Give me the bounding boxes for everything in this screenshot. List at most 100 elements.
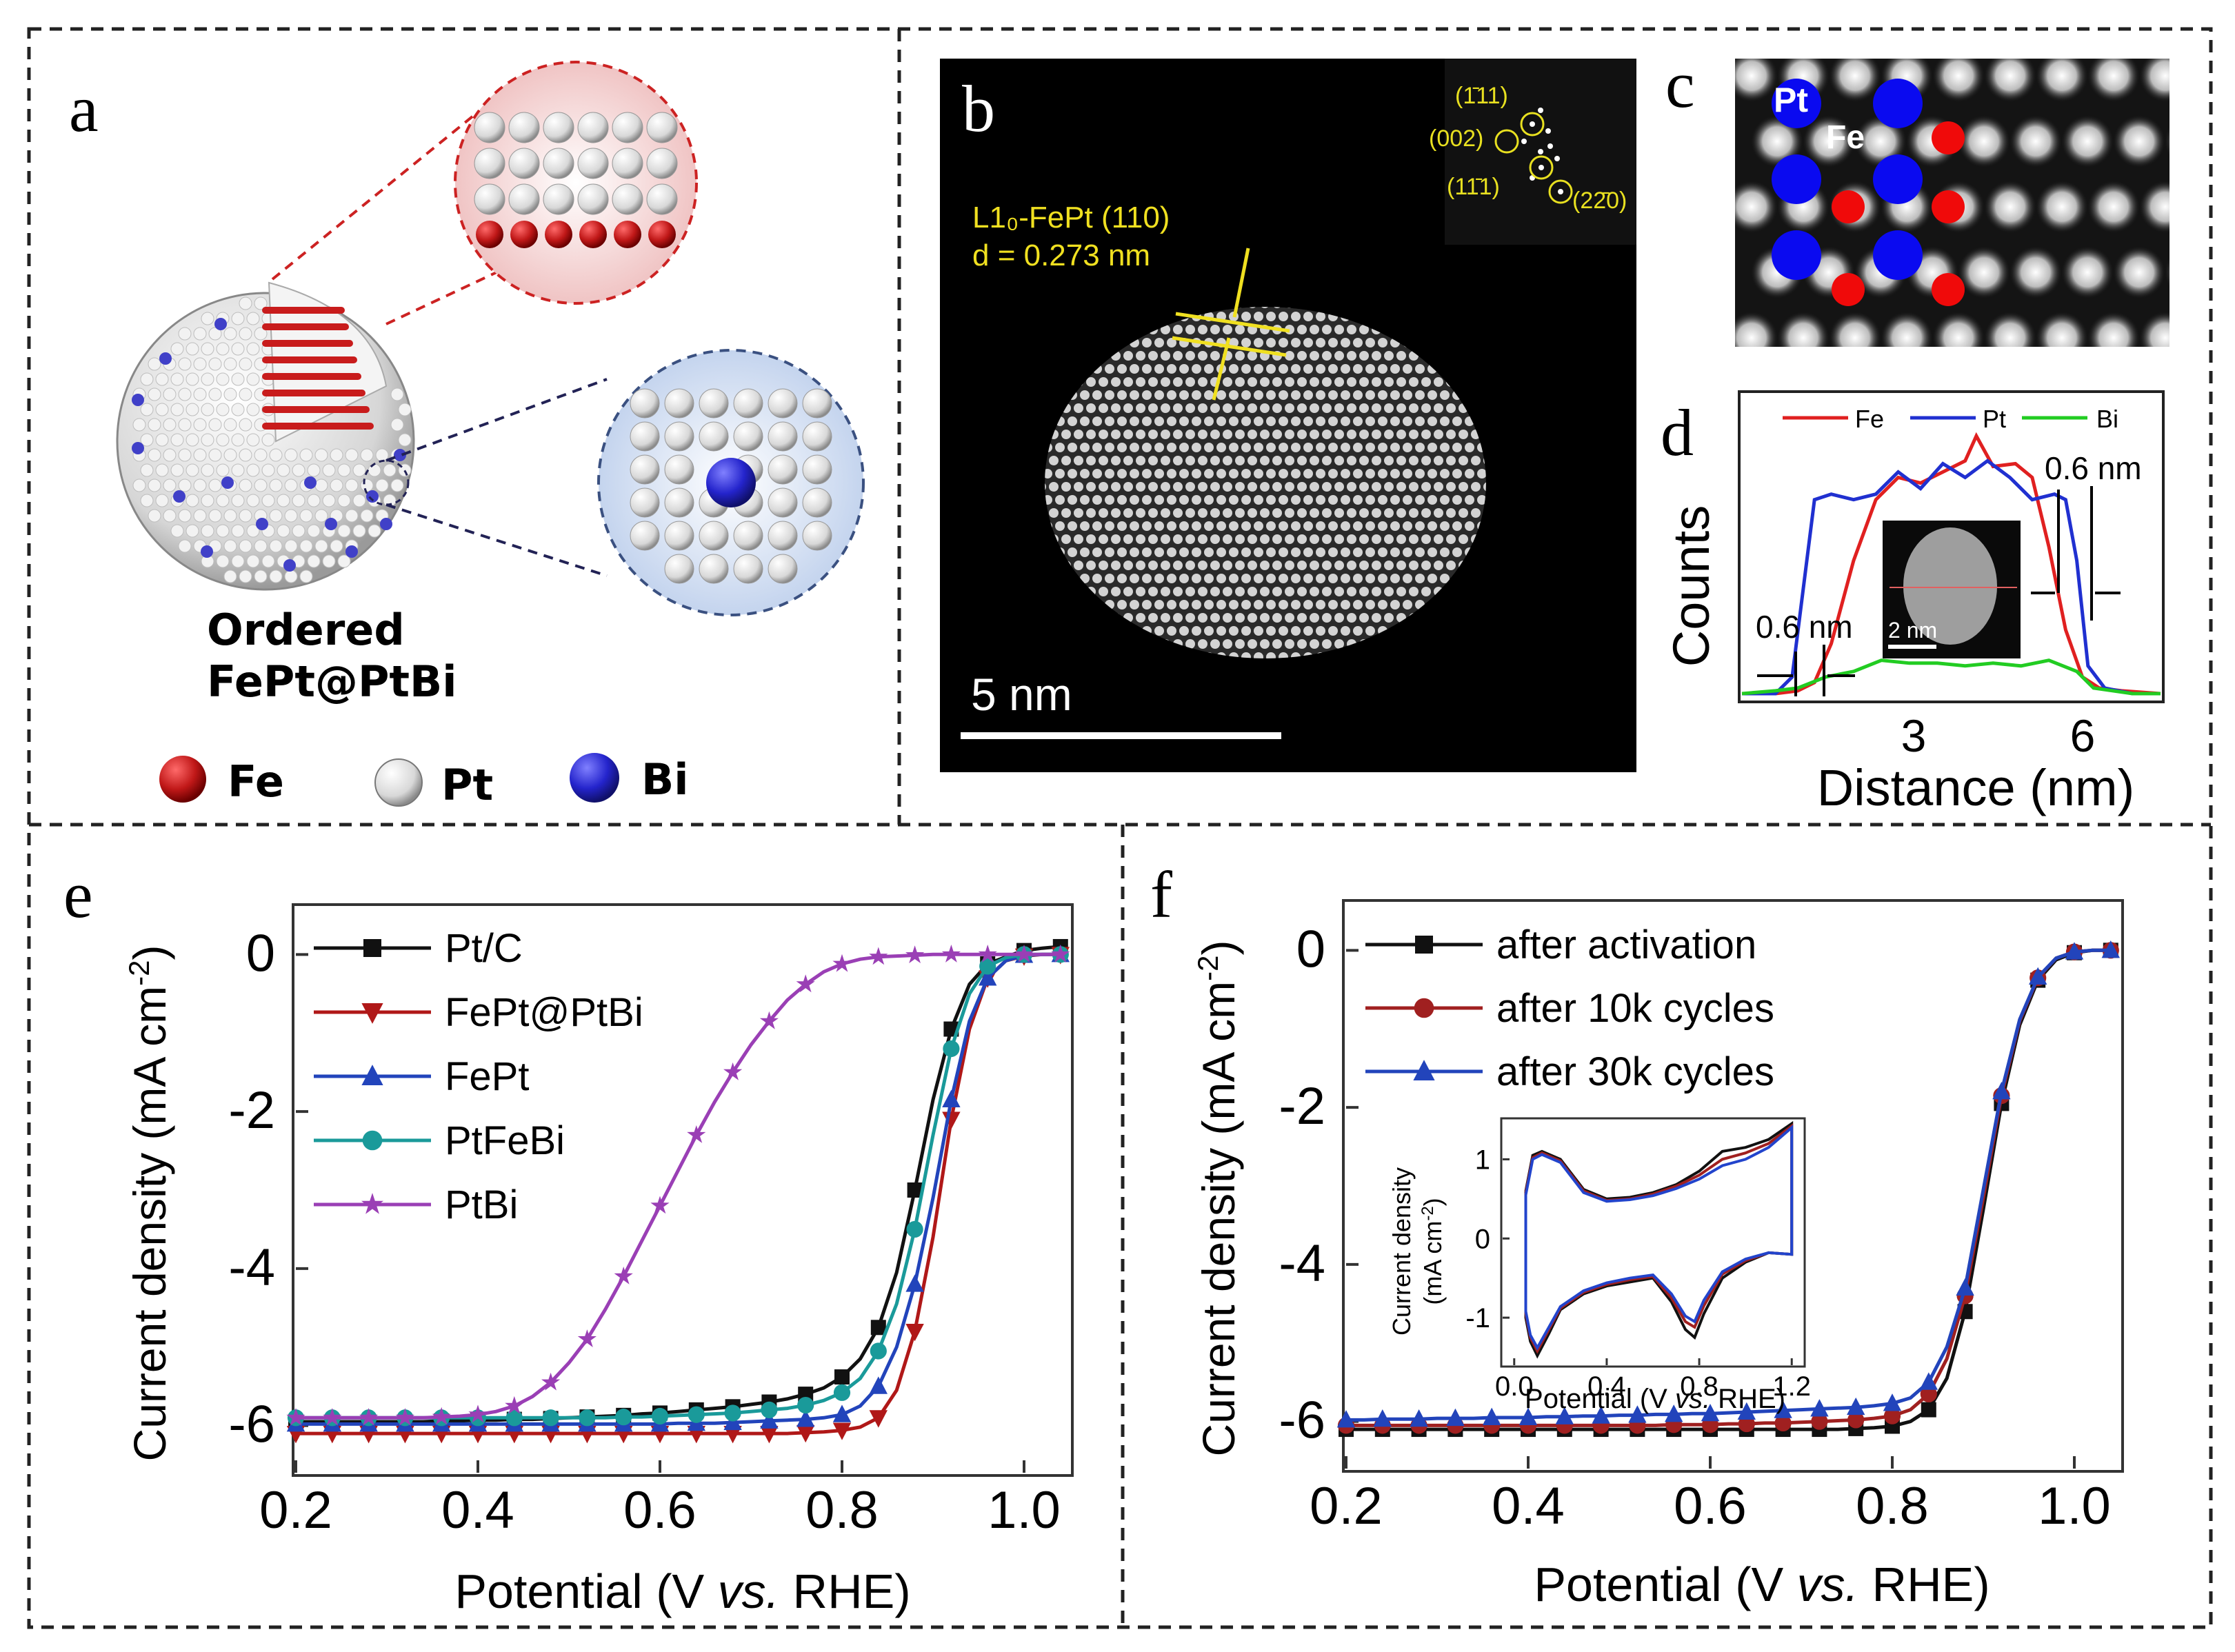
sphere-surface-atoms bbox=[132, 296, 412, 583]
lattice-atom bbox=[1310, 561, 1319, 570]
lattice-atom bbox=[1055, 495, 1065, 505]
lattice-atom bbox=[1235, 639, 1245, 649]
lattice-atom bbox=[1452, 521, 1462, 531]
lattice-atom bbox=[1390, 390, 1400, 400]
panel-d: d Fe Pt Bi 2 nm 0.6 nm 0.6 nm Counts 3 6 bbox=[1661, 390, 2165, 816]
lattice-atom bbox=[1409, 534, 1419, 544]
lattice-atom bbox=[1111, 430, 1121, 439]
lattice-atom bbox=[1086, 403, 1096, 413]
lattice-atom bbox=[1229, 443, 1239, 452]
lattice-atom bbox=[1173, 613, 1183, 623]
sphere-atom bbox=[155, 494, 169, 507]
plot-f-frame bbox=[1342, 899, 2124, 1473]
sphere-atom bbox=[148, 387, 161, 401]
image-atom-column bbox=[2139, 312, 2169, 347]
lattice-atom bbox=[1185, 325, 1195, 334]
lattice-atom bbox=[1334, 613, 1344, 623]
lattice-atom bbox=[1434, 508, 1443, 518]
lattice-atom bbox=[1328, 416, 1338, 426]
lattice-atom bbox=[1192, 626, 1201, 636]
lattice-atom bbox=[1235, 561, 1245, 570]
sphere-atom bbox=[246, 312, 260, 325]
lattice-atom bbox=[1099, 587, 1108, 596]
lattice-atom bbox=[1347, 403, 1356, 413]
lattice-atom bbox=[1185, 639, 1195, 649]
data-point bbox=[1920, 1385, 1937, 1402]
zoom-fe-atom bbox=[476, 221, 503, 248]
lattice-atom bbox=[1198, 403, 1207, 413]
lattice-atom bbox=[1148, 508, 1158, 518]
lattice-atom bbox=[1111, 534, 1121, 544]
lattice-atom bbox=[1446, 482, 1456, 492]
lattice-atom bbox=[1092, 495, 1102, 505]
lattice-atom bbox=[1440, 495, 1450, 505]
sphere-atom bbox=[178, 448, 192, 462]
sphere-atom bbox=[239, 509, 252, 523]
lattice-atom bbox=[1235, 430, 1245, 439]
panel-c: c Pt Fe bbox=[1665, 48, 2169, 347]
lattice-atom bbox=[1396, 534, 1406, 544]
lattice-atom bbox=[1328, 547, 1338, 557]
data-point bbox=[541, 1372, 561, 1391]
zoom-pt-atom bbox=[646, 112, 678, 143]
lattice-atom bbox=[1384, 587, 1394, 596]
lattice-atom bbox=[1111, 403, 1121, 413]
sphere-atom bbox=[178, 327, 192, 341]
zoom-line-blue-1 bbox=[385, 378, 608, 462]
lattice-atom bbox=[1415, 495, 1425, 505]
fe-layer-stripe bbox=[262, 423, 374, 430]
fft-spot bbox=[1554, 156, 1560, 161]
image-atom-column bbox=[1803, 115, 1855, 168]
lattice-atom bbox=[1241, 416, 1251, 426]
sphere-atom bbox=[223, 387, 237, 401]
sphere-atom bbox=[148, 479, 161, 492]
lattice-atom bbox=[1167, 390, 1176, 400]
lattice-atom bbox=[1434, 534, 1443, 544]
plot-e-ticks: 0.2 0.4 0.6 0.8 1.0 0 -2 -4 -6 bbox=[228, 924, 1060, 1540]
lattice-atom bbox=[1334, 325, 1344, 334]
data-point bbox=[832, 1404, 852, 1422]
lattice-atom bbox=[1303, 312, 1313, 321]
lattice-atom bbox=[1310, 430, 1319, 439]
lattice-atom bbox=[1198, 613, 1207, 623]
lattice-atom bbox=[1105, 521, 1114, 531]
lattice-atom bbox=[1068, 495, 1077, 505]
lattice-atom bbox=[1310, 377, 1319, 387]
lattice-atom bbox=[1105, 495, 1114, 505]
sphere-atom bbox=[193, 509, 207, 523]
lattice-atom bbox=[1403, 443, 1412, 452]
lattice-atom bbox=[1322, 325, 1332, 334]
lattice-atom bbox=[1192, 574, 1201, 583]
zoom-pt-atom bbox=[646, 148, 678, 179]
sphere-atom bbox=[284, 448, 298, 462]
lattice-atom bbox=[1285, 639, 1294, 649]
lattice-atom bbox=[1285, 377, 1294, 387]
lattice-atom bbox=[1111, 482, 1121, 492]
legend-label-fe: Fe bbox=[1855, 405, 1884, 433]
sphere-atom bbox=[337, 494, 351, 507]
fe-layer-stripe bbox=[262, 373, 361, 380]
data-point bbox=[359, 1408, 379, 1426]
lattice-atom bbox=[1068, 521, 1077, 531]
lattice-atom bbox=[1185, 351, 1195, 361]
fft-spot bbox=[1545, 128, 1551, 134]
sphere-atom bbox=[186, 463, 199, 477]
lattice-atom bbox=[1279, 364, 1288, 374]
sphere-atom bbox=[375, 479, 389, 492]
series-fept bbox=[286, 945, 1070, 1432]
lattice-atom bbox=[1167, 600, 1176, 610]
sphere-atom bbox=[277, 494, 290, 507]
image-atom-column bbox=[2139, 181, 2169, 233]
data-point bbox=[651, 1407, 669, 1425]
lattice-atom bbox=[1279, 338, 1288, 347]
zoom-pt-atom bbox=[543, 183, 574, 215]
lattice-atom bbox=[1440, 521, 1450, 531]
zoom-pt-atom bbox=[768, 554, 798, 584]
lattice-atom bbox=[1297, 403, 1307, 413]
lattice-atom bbox=[1316, 574, 1325, 583]
legend-bi-ball bbox=[570, 753, 619, 803]
zoom-pt-atom bbox=[577, 112, 609, 143]
lattice-atom bbox=[1142, 338, 1152, 347]
lattice-atom bbox=[1359, 325, 1369, 334]
sphere-atom bbox=[216, 342, 230, 356]
